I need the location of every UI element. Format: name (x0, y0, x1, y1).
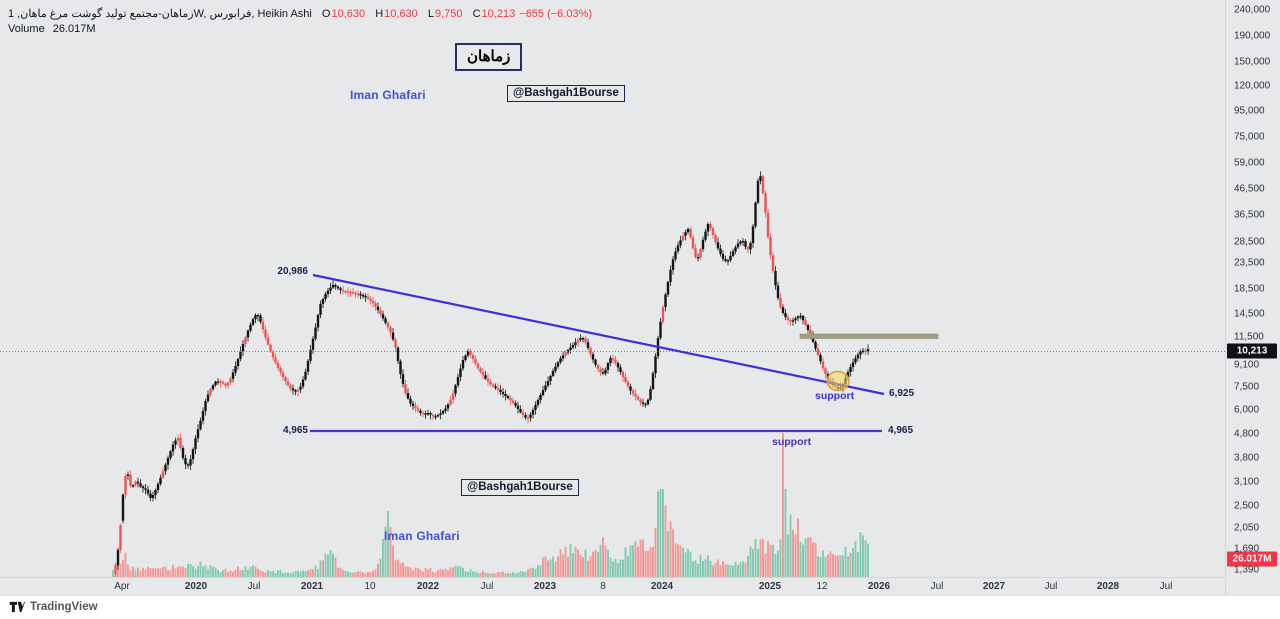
tradingview-logo-icon (9, 601, 25, 613)
volume-axis-badge: 26.017M (1227, 551, 1277, 567)
price-tick-label: 46,500 (1234, 183, 1265, 195)
bottom-attribution-bar: TradingView (0, 595, 1280, 619)
author-watermark-top: Iman Ghafari (350, 88, 426, 102)
time-tick-label: 2027 (982, 581, 1006, 592)
support-label-hline[interactable]: support (772, 436, 812, 448)
price-tick-label: 9,100 (1234, 359, 1260, 371)
close-label: C (472, 8, 481, 20)
price-tick-label: 2,500 (1234, 500, 1260, 512)
handle-box-top-drawing[interactable]: @Bashgah1Bourse (507, 85, 625, 102)
trendline-start-price-label[interactable]: 20,986 (277, 266, 308, 277)
price-axis[interactable]: 10,213 26.017M 240,000 190,000 150,000 120,… (1225, 0, 1280, 595)
volume-layer (112, 433, 869, 577)
time-tick-label: 2020 (184, 581, 208, 592)
time-tick-label: Apr (114, 581, 130, 592)
volume-label: Volume (8, 23, 45, 35)
time-tick-label: Jul (480, 581, 494, 592)
time-tick-label: 8 (600, 581, 606, 592)
hline-right-price-label[interactable]: 4,965 (888, 425, 914, 436)
symbol-title[interactable]: زماهان-مجتمع تولید گوشت مرغ ماهان, 1W, ف… (8, 8, 312, 20)
price-tick-label: 3,100 (1234, 476, 1260, 488)
time-tick-label: 2022 (416, 581, 440, 592)
high-value: 10,630 (384, 8, 418, 20)
price-tick-label: 1,690 (1234, 543, 1260, 555)
open-value: 10,630 (331, 8, 366, 20)
low-value: 9,750 (435, 8, 463, 20)
price-chart-canvas[interactable]: زماهان-مجتمع تولید گوشت مرغ ماهان, 1W, ف… (0, 0, 1225, 577)
price-tick-label: 75,000 (1234, 131, 1265, 143)
time-tick-label: 12 (816, 581, 828, 592)
price-tick-label: 2,050 (1234, 522, 1260, 534)
price-tick-label: 190,000 (1234, 30, 1271, 42)
price-tick-label: 7,500 (1234, 381, 1260, 393)
change-value: −655 (−6.03%) (519, 8, 593, 20)
tradingview-logo[interactable]: TradingView (9, 600, 98, 614)
time-tick-label: 2023 (533, 581, 557, 592)
price-tick-label: 240,000 (1234, 4, 1271, 16)
price-tick-label: 18,500 (1234, 283, 1265, 295)
price-tick-label: 6,000 (1234, 404, 1260, 416)
support-label-trendline[interactable]: support (815, 390, 855, 402)
volume-value: 26.017M (52, 23, 96, 35)
time-tick-label: Jul (930, 581, 944, 592)
time-tick-label: Jul (247, 581, 261, 592)
price-tick-label: 4,800 (1234, 428, 1260, 440)
price-tick-label: 95,000 (1234, 105, 1265, 117)
time-axis[interactable]: Apr 2020 Jul 2021 10 2022 Jul 2023 8 2024 2025 12 20… (0, 577, 1225, 596)
symbol-title-box-drawing[interactable]: زماهان (455, 43, 523, 71)
price-tick-label: 150,000 (1234, 56, 1271, 68)
hline-left-price-label[interactable]: 4,965 (282, 425, 308, 436)
price-tick-label: 36,500 (1234, 209, 1265, 221)
downtrend-line-drawing[interactable] (312, 273, 885, 396)
symbol-legend[interactable]: زماهان-مجتمع تولید گوشت مرغ ماهان, 1W, ف… (8, 7, 592, 22)
time-tick-label: 2028 (1096, 581, 1120, 592)
handle-box-bottom-drawing[interactable]: @Bashgah1Bourse (461, 479, 579, 496)
chart-drawing-surface[interactable] (0, 0, 1225, 577)
price-tick-label: 120,000 (1234, 80, 1271, 92)
open-label: O (321, 8, 331, 20)
time-tick-label: 2026 (867, 581, 891, 592)
low-label: L (427, 8, 434, 20)
price-tick-label: 23,500 (1234, 257, 1265, 269)
resistance-bar-drawing[interactable] (799, 333, 939, 339)
trendline-end-price-label[interactable]: 6,925 (889, 388, 915, 399)
last-price-badge: 10,213 (1227, 343, 1277, 359)
bottom-highlight-circle-drawing[interactable] (826, 370, 850, 392)
high-label: H (375, 8, 384, 20)
time-tick-label: Jul (1159, 581, 1173, 592)
price-tick-label: 28,500 (1234, 236, 1265, 248)
tradingview-logo-text: TradingView (30, 601, 98, 613)
price-tick-label: 14,500 (1234, 308, 1265, 320)
price-tick-label: 11,500 (1234, 331, 1264, 343)
close-value: 10,213 (481, 8, 516, 20)
time-tick-label: Jul (1044, 581, 1058, 592)
price-tick-label: 3,800 (1234, 452, 1260, 464)
time-tick-label: 10 (364, 581, 376, 592)
price-tick-label: 1,390 (1234, 564, 1260, 576)
time-tick-label: 2024 (650, 581, 674, 592)
price-tick-label: 59,000 (1234, 157, 1265, 169)
time-tick-label: 2025 (758, 581, 782, 592)
time-tick-label: 2021 (300, 581, 324, 592)
candles-layer (114, 171, 870, 577)
volume-legend[interactable]: Volume 26.017M (8, 22, 96, 37)
author-watermark-bottom: Iman Ghafari (384, 529, 460, 543)
